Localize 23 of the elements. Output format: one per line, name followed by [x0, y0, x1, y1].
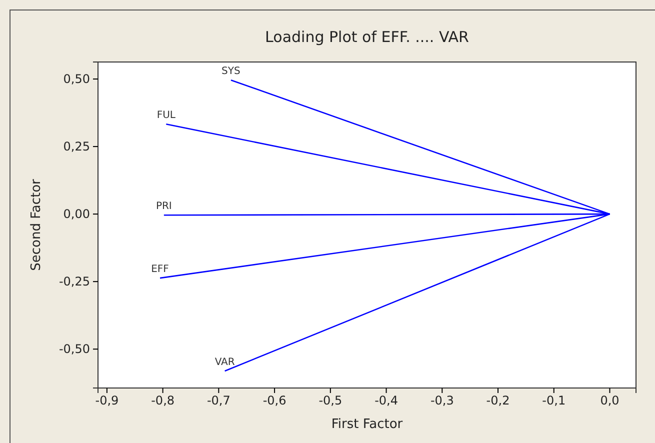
series-label: EFF	[151, 264, 170, 276]
x-tick-label: -0,2	[486, 394, 510, 408]
x-tick-label: -0,8	[151, 394, 175, 408]
x-tick-label: 0,0	[600, 394, 620, 408]
y-tick-label: 0,00	[63, 206, 90, 221]
x-tick-label: -0,4	[374, 394, 398, 408]
x-tick-label: -0,9	[95, 394, 119, 408]
series-label: VAR	[214, 356, 235, 368]
x-tick-label: -0,6	[262, 394, 286, 408]
series-label: SYS	[222, 66, 240, 78]
series-label: PRI	[156, 201, 172, 212]
x-tick-label: -0,1	[542, 394, 566, 408]
y-tick-label: -0,25	[58, 274, 90, 288]
x-axis-title: First Factor	[331, 417, 404, 432]
y-tick-label: -0,50	[58, 342, 90, 356]
y-tick-label: 0,50	[63, 72, 90, 86]
x-tick-label: -0,7	[206, 394, 230, 408]
series-label: FUL	[156, 110, 176, 122]
x-tick-label: -0,3	[430, 394, 454, 408]
y-axis-title: Second Factor	[29, 178, 44, 271]
x-tick-label: -0,5	[318, 394, 342, 408]
y-tick-label: 0,25	[63, 139, 90, 154]
chart-title: Loading Plot of EFF. .... VAR	[265, 28, 469, 46]
